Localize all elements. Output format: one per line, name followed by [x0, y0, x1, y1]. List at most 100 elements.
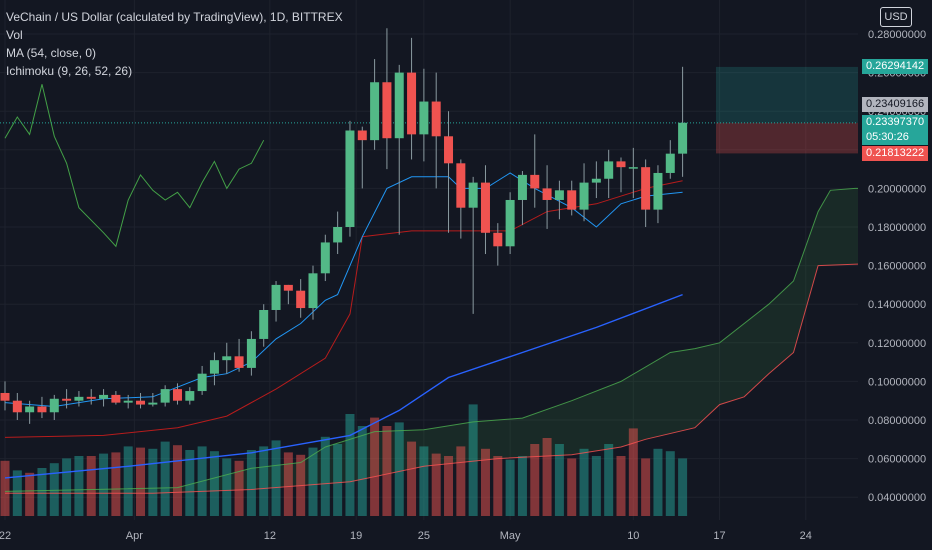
volume-bar — [234, 460, 244, 516]
candle-body — [628, 167, 638, 169]
candle-body — [480, 182, 490, 233]
volume-bar — [653, 448, 663, 516]
volume-bar — [259, 446, 269, 516]
volume-bar — [123, 446, 133, 516]
volume-bar — [591, 456, 601, 516]
volume-bar — [567, 458, 577, 516]
volume-bar — [148, 448, 158, 516]
candle-body — [493, 232, 503, 247]
candle-body — [616, 161, 626, 168]
symbol-title[interactable]: VeChain / US Dollar (calculated by Tradi… — [6, 10, 343, 24]
volume-bar — [111, 452, 121, 516]
candle-body — [641, 167, 651, 210]
price-tick-label: 0.20000000 — [868, 183, 926, 195]
price-tick-label: 0.14000000 — [868, 299, 926, 311]
time-axis: 22 Apr 12 19 25 May 10 17 24 — [0, 520, 932, 550]
target-price-tag: 0.26294142 — [862, 59, 928, 74]
volume-bar — [160, 441, 170, 516]
legend-ichimoku[interactable]: Ichimoku (9, 26, 52, 26) — [6, 64, 133, 78]
candle-body — [554, 190, 564, 200]
volume-bar — [333, 444, 343, 516]
volume-bar — [246, 450, 256, 516]
time-tick-label: 24 — [800, 530, 812, 542]
volume-bar — [431, 453, 441, 516]
candle-body — [136, 400, 146, 405]
legend-volume[interactable]: Vol — [6, 28, 23, 42]
price-tick-label: 0.18000000 — [868, 222, 926, 234]
candle-body — [271, 284, 281, 310]
volume-bar — [382, 426, 392, 516]
volume-bar — [505, 459, 515, 516]
candlesticks — [0, 28, 688, 424]
candle-body — [665, 153, 675, 173]
candle-body — [234, 356, 244, 368]
volume-bar — [320, 436, 330, 516]
price-tag-a: 0.23409166 — [862, 97, 928, 112]
volume-bar — [86, 456, 96, 516]
volume-bar — [357, 426, 367, 516]
candle-body — [123, 400, 133, 403]
candle-body — [37, 406, 47, 413]
candle-body — [505, 199, 515, 247]
volume-bar — [554, 444, 564, 516]
currency-button[interactable]: USD — [880, 7, 912, 27]
candle-body — [579, 182, 589, 210]
candle-body — [653, 172, 663, 210]
volume-bar — [480, 448, 490, 516]
candle-body — [678, 122, 688, 154]
legend-ma[interactable]: MA (54, close, 0) — [6, 46, 97, 60]
candle-body — [357, 130, 367, 141]
bar-countdown: 05:30:26 — [866, 131, 909, 143]
candle-body — [382, 82, 392, 139]
candle-body — [407, 72, 417, 135]
candle-body — [62, 398, 72, 401]
candle-body — [530, 174, 540, 189]
volume-bar — [542, 438, 552, 516]
candle-body — [259, 309, 269, 339]
price-tick-label: 0.04000000 — [868, 492, 926, 504]
volume-bar — [370, 417, 380, 516]
candle-body — [74, 396, 84, 401]
time-tick-label: Apr — [126, 530, 143, 542]
candle-body — [148, 402, 158, 405]
candle-body — [456, 163, 466, 208]
candle-body — [49, 398, 59, 413]
price-tick-label: 0.06000000 — [868, 454, 926, 466]
cloud-fill — [5, 188, 932, 494]
candle-body — [246, 338, 256, 368]
profit-zone — [716, 66, 858, 123]
candle-body — [172, 389, 182, 401]
candle-body — [185, 391, 195, 401]
price-axis-bg — [858, 0, 932, 550]
volume-bar — [530, 444, 540, 516]
volume-bar — [172, 445, 182, 516]
volume-bar — [222, 458, 232, 516]
volume-bar — [456, 446, 466, 516]
ma-54-line — [4, 293, 683, 479]
tenkan-line — [4, 172, 683, 408]
indicator-lines — [4, 84, 932, 494]
ichimoku-cloud — [5, 188, 932, 494]
candle-body — [333, 227, 343, 243]
time-tick-label: 22 — [0, 530, 11, 542]
volume-bar — [49, 463, 59, 516]
volume-bar — [283, 452, 293, 516]
price-tick-label: 0.10000000 — [868, 376, 926, 388]
candle-body — [283, 284, 293, 291]
candle-body — [567, 190, 577, 210]
volume-bar — [62, 458, 72, 516]
volume-bar — [345, 414, 355, 516]
last-price-value: 0.23397370 — [866, 116, 925, 128]
time-tick-label: 12 — [264, 530, 276, 542]
time-tick-label: 19 — [350, 530, 362, 542]
volume-bar — [493, 456, 503, 516]
candle-body — [431, 101, 441, 137]
volume-bar — [604, 444, 614, 516]
stop-price-tag: 0.21813222 — [862, 146, 928, 161]
loss-zone — [716, 122, 858, 154]
candle-body — [197, 373, 207, 392]
volume-bar — [136, 447, 146, 516]
volume-bar — [308, 447, 318, 516]
candle-body — [222, 356, 232, 361]
